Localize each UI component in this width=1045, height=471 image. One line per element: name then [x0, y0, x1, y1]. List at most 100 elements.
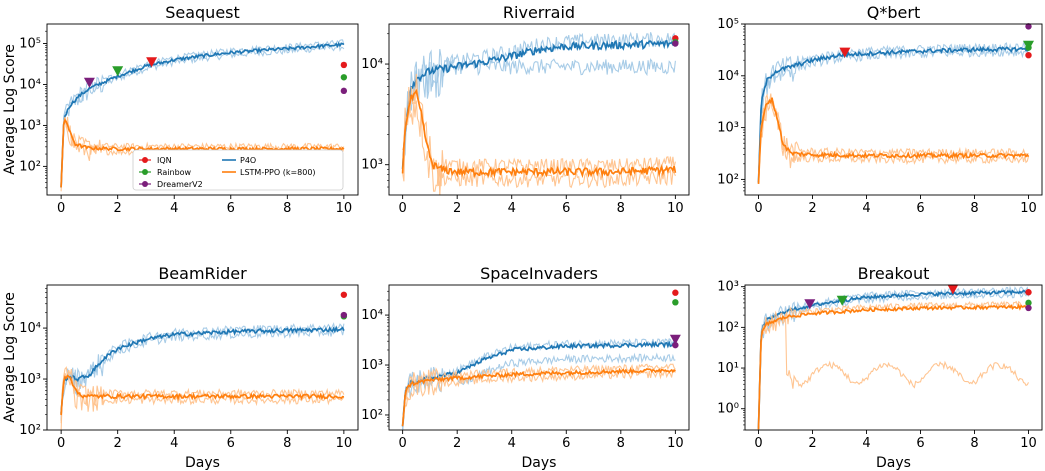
- series-run-lstm-ppo: [757, 300, 1029, 426]
- x-tick-label: 2: [808, 436, 816, 451]
- x-tick-label: 2: [114, 201, 122, 216]
- chart-title: Riverraid: [503, 3, 575, 22]
- baseline-dot-iqn: [1025, 51, 1032, 59]
- series-run-p4o: [60, 43, 345, 188]
- series-run-p4o: [60, 39, 345, 181]
- y-tick-label: 10⁴: [19, 321, 41, 336]
- series-run-lstm-ppo: [402, 100, 676, 195]
- series-line-p4o: [401, 340, 676, 427]
- baseline-dot-rainbow: [672, 299, 679, 306]
- y-tick-label: 10⁰: [717, 402, 739, 417]
- series-line-lstm-ppo: [60, 118, 345, 188]
- x-tick-label: 10: [1020, 201, 1037, 216]
- x-axis-label: Days: [522, 455, 557, 471]
- legend-dot-dreamerv2: [142, 181, 148, 187]
- baseline-dot-dreamerv2: [1025, 304, 1032, 312]
- plot-area: [757, 41, 1030, 184]
- y-tick-label: 10¹: [717, 361, 739, 376]
- series-line-p4o: [60, 325, 345, 414]
- y-tick-label: 10³: [717, 280, 739, 295]
- y-tick-label: 10³: [361, 358, 383, 373]
- baseline-dot-dreamerv2: [1025, 23, 1032, 30]
- series-line-lstm-ppo: [757, 97, 1030, 184]
- x-tick-label: 6: [227, 436, 235, 451]
- x-tick-label: 2: [453, 201, 461, 216]
- marker-triangle-dreamerv2: [669, 334, 681, 345]
- axes-frame: [744, 284, 1043, 431]
- series-run-lstm-ppo: [757, 313, 1029, 429]
- x-tick-label: 2: [114, 436, 122, 451]
- series-line-lstm-ppo: [757, 303, 1029, 430]
- x-tick-label: 10: [667, 201, 684, 216]
- series-run-lstm-ppo: [757, 97, 1030, 181]
- y-tick-label: 10⁵: [19, 37, 41, 52]
- x-tick-label: 10: [667, 436, 684, 451]
- series-run-p4o: [757, 289, 1030, 428]
- x-tick-label: 8: [283, 201, 291, 216]
- subplot-q-bert: Q*bert 0 2 4 6 8 10 10² 10³ 10⁴ 10⁵: [717, 3, 1043, 216]
- x-tick-label: 8: [617, 201, 625, 216]
- x-tick-label: 8: [283, 436, 291, 451]
- x-tick-label: 8: [617, 436, 625, 451]
- series-line-lstm-ppo: [401, 366, 676, 427]
- legend-label: LSTM-PPO (k=800): [240, 168, 316, 177]
- y-tick-label: 10⁴: [19, 77, 41, 92]
- series-line-p4o: [60, 41, 345, 188]
- chart-title: SpaceInvaders: [480, 264, 598, 283]
- series-run-p4o: [757, 47, 1030, 183]
- x-tick-label: 0: [57, 201, 65, 216]
- baseline-dot-dreamerv2: [672, 40, 679, 47]
- series-line-p4o: [757, 289, 1029, 429]
- series-run-p4o: [402, 352, 676, 430]
- x-tick-label: 6: [562, 436, 570, 451]
- y-tick-label: 10⁴: [717, 69, 739, 84]
- marker-triangle-rainbow: [112, 66, 124, 77]
- x-tick-label: 6: [916, 436, 924, 451]
- series-run-p4o: [402, 31, 676, 170]
- legend-label: Rainbow: [157, 168, 192, 177]
- x-axis-label: Days: [876, 455, 911, 471]
- x-tick-label: 0: [754, 201, 762, 216]
- axes-frame: [744, 23, 1043, 196]
- x-tick-label: 4: [862, 201, 870, 216]
- x-tick-label: 6: [562, 201, 570, 216]
- y-axis-label: Average Log Score: [2, 44, 18, 175]
- legend-box: [132, 149, 344, 191]
- x-tick-label: 2: [453, 436, 461, 451]
- x-axis-label: Days: [185, 455, 220, 471]
- chart-title: BeamRider: [158, 264, 247, 283]
- x-tick-label: 4: [170, 436, 178, 451]
- plot-area: [757, 285, 1030, 430]
- axes-frame: [388, 23, 690, 196]
- axes-frame: [46, 23, 359, 196]
- marker-triangle-dreamerv2: [804, 299, 816, 310]
- plot-area: [401, 31, 677, 195]
- subplot-breakout: Breakout 0 2 4 6 8 10 10⁰ 10¹ 10² 10³: [717, 264, 1043, 451]
- x-tick-label: 0: [398, 201, 406, 216]
- series-line-lstm-ppo: [401, 88, 677, 179]
- marker-triangle-iqn: [839, 47, 851, 58]
- x-tick-label: 0: [57, 436, 65, 451]
- y-tick-label: 10³: [19, 118, 41, 133]
- x-tick-label: 4: [508, 436, 516, 451]
- x-tick-label: 10: [1020, 436, 1037, 451]
- x-tick-label: 6: [916, 201, 924, 216]
- chart-title: Q*bert: [867, 3, 920, 22]
- legend-dot-iqn: [142, 157, 148, 163]
- legend-label: DreamerV2: [157, 180, 203, 189]
- x-tick-label: 0: [398, 436, 406, 451]
- y-tick-label: 10³: [361, 158, 383, 173]
- axes-frame: [388, 284, 690, 431]
- marker-triangle-rainbow: [1023, 40, 1034, 51]
- series-run-p4o: [402, 338, 676, 430]
- y-tick-label: 10²: [361, 408, 383, 423]
- y-tick-label: 10²: [717, 320, 739, 335]
- series-run-p4o: [60, 322, 345, 420]
- y-tick-label: 10⁵: [717, 17, 739, 32]
- series-run-lstm-ppo: [60, 372, 345, 430]
- series-line-p4o: [757, 45, 1029, 183]
- y-tick-label: 10³: [717, 121, 739, 136]
- y-tick-label: 10⁴: [361, 308, 383, 323]
- x-tick-label: 4: [170, 201, 178, 216]
